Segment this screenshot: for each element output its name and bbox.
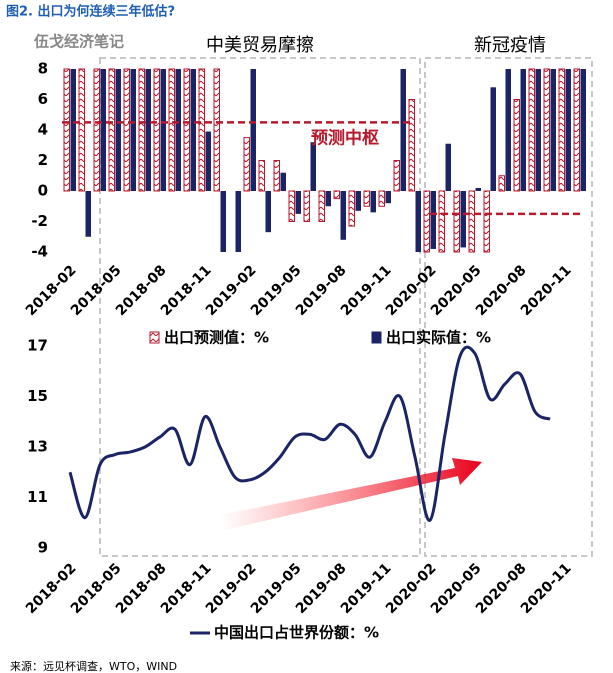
bar xyxy=(273,160,280,192)
bar xyxy=(63,68,70,192)
reference-label: 预测中枢 xyxy=(311,127,379,148)
bar xyxy=(513,99,520,192)
trend-arrow xyxy=(220,458,482,530)
bar xyxy=(258,160,265,192)
bar xyxy=(340,191,346,240)
bar xyxy=(423,190,430,253)
bar xyxy=(93,68,100,192)
bar xyxy=(355,191,361,211)
bar xyxy=(153,68,160,192)
bar xyxy=(108,68,115,192)
bar xyxy=(475,187,481,191)
y-tick-label: 15 xyxy=(27,387,48,405)
bar xyxy=(160,69,166,191)
bar xyxy=(175,69,181,191)
bar xyxy=(580,69,586,191)
source: 来源：远见杯调查，WTO，WIND xyxy=(10,659,177,673)
y-tick-label: -2 xyxy=(31,212,48,230)
bar xyxy=(295,191,301,214)
y-tick-label: 17 xyxy=(27,337,48,355)
bar xyxy=(385,191,391,204)
bar xyxy=(483,190,490,253)
bar xyxy=(363,190,370,207)
bar xyxy=(453,190,460,253)
bar xyxy=(415,191,421,252)
bar xyxy=(468,190,475,253)
bar xyxy=(123,68,130,192)
y-tick-label: -4 xyxy=(31,243,48,261)
y-tick-label: 4 xyxy=(38,121,48,139)
bar xyxy=(558,68,565,192)
bar xyxy=(213,68,220,192)
bar xyxy=(198,68,205,192)
bar xyxy=(565,69,571,191)
legend-label: 出口预测值：% xyxy=(164,329,269,347)
period-box xyxy=(99,57,421,557)
bar xyxy=(220,191,226,252)
bar xyxy=(438,190,445,253)
bar xyxy=(115,69,121,191)
bar xyxy=(235,191,241,252)
bar xyxy=(310,142,316,191)
y-tick-label: 2 xyxy=(38,151,48,169)
bar xyxy=(243,137,250,192)
bar xyxy=(400,69,406,191)
bar xyxy=(543,68,550,192)
bar xyxy=(280,172,286,191)
bar xyxy=(445,143,451,191)
bar xyxy=(460,191,466,248)
bar xyxy=(265,191,271,233)
period-label: 中美贸易摩擦 xyxy=(206,35,314,56)
y-tick-label: 6 xyxy=(38,90,48,108)
bar xyxy=(535,69,541,191)
bar xyxy=(303,190,310,222)
bar xyxy=(318,190,325,222)
bar xyxy=(183,68,190,192)
bar xyxy=(550,69,556,191)
bar xyxy=(85,191,91,237)
period-label: 新冠疫情 xyxy=(474,35,546,56)
bar xyxy=(430,191,436,249)
y-tick-label: 9 xyxy=(38,539,48,557)
bar xyxy=(520,69,526,191)
legend-label: 中国出口占世界份额：% xyxy=(214,624,379,642)
bar xyxy=(490,87,496,191)
watermark: 伍戈经济笔记 xyxy=(33,33,124,51)
bar xyxy=(130,69,136,191)
title: 图2. 出口为何连续三年低估? xyxy=(6,4,175,20)
bars xyxy=(63,68,586,253)
bar xyxy=(78,68,85,192)
period-box xyxy=(424,57,593,557)
y-tick-label: 11 xyxy=(27,488,48,506)
legend-swatch xyxy=(149,331,160,344)
bar xyxy=(325,191,331,207)
bar xyxy=(138,68,145,192)
bar xyxy=(378,190,385,207)
bar xyxy=(348,190,355,227)
y-tick-label: 8 xyxy=(38,60,48,78)
bar xyxy=(190,69,196,191)
bar xyxy=(100,69,106,191)
legend-swatch xyxy=(371,331,382,344)
bar xyxy=(505,69,511,191)
bar xyxy=(393,160,400,192)
y-tick-label: 0 xyxy=(38,182,48,200)
bar xyxy=(370,191,376,213)
bar xyxy=(288,190,295,222)
bar xyxy=(528,68,535,192)
bar xyxy=(250,69,256,191)
bar xyxy=(205,131,211,191)
bar xyxy=(145,69,151,191)
line xyxy=(68,345,551,522)
bar xyxy=(333,190,340,200)
bar xyxy=(168,68,175,192)
bar xyxy=(498,175,505,192)
bar xyxy=(408,99,415,192)
legend-label: 出口实际值：% xyxy=(386,329,491,347)
bar xyxy=(70,69,76,191)
bar xyxy=(573,68,580,192)
y-tick-label: 13 xyxy=(27,438,48,456)
